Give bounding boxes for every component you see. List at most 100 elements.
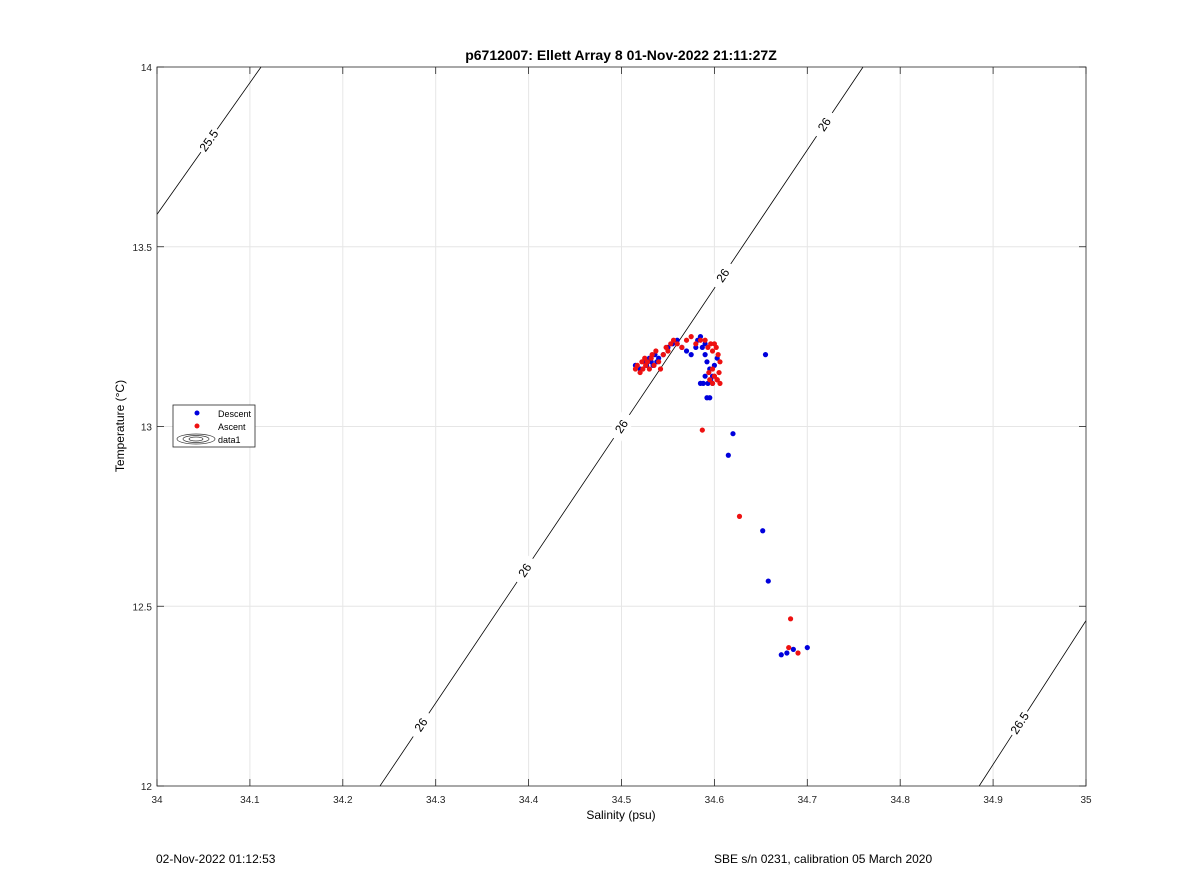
descent-point <box>693 344 699 351</box>
y-tick-label: 13 <box>141 423 153 434</box>
legend-descent-marker <box>194 410 200 416</box>
ascent-point <box>639 359 645 365</box>
ascent-point <box>713 344 719 351</box>
ascent-point <box>699 427 705 433</box>
ascent-point <box>674 341 680 347</box>
descent-point <box>702 352 708 358</box>
ascent-point <box>653 348 659 354</box>
x-tick-label: 34.3 <box>426 795 446 806</box>
ascent-point <box>787 616 794 622</box>
ascent-point <box>640 366 646 372</box>
x-tick-label: 35 <box>1080 795 1092 806</box>
contour-label-bg <box>510 554 540 587</box>
descent-point <box>674 337 680 343</box>
ascent-point <box>657 366 664 372</box>
descent-point <box>697 334 704 340</box>
axis-ticks: 34 34.1 34.2 34.3 34.4 34.5 34.6 34.7 34.8 34.9 35… <box>133 63 1092 806</box>
y-tick-label: 12 <box>141 782 153 793</box>
legend-descent-label: Descent <box>218 409 252 419</box>
descent-point <box>760 528 766 534</box>
ascent-point <box>708 341 714 347</box>
y-axis-label: Temperature (°C) <box>113 380 127 472</box>
descent-point <box>707 395 713 401</box>
ascent-point <box>637 369 643 376</box>
calibration-footer: SBE s/n 0231, calibration 05 March 2020 <box>714 852 933 866</box>
descent-point <box>725 452 731 458</box>
ascent-point <box>707 377 713 383</box>
legend-contour-icon <box>176 433 216 445</box>
legend-ascent-label: Ascent <box>218 422 246 432</box>
contour-label: 26.5 <box>1005 707 1035 740</box>
descent-point <box>790 646 796 652</box>
ascent-point <box>660 352 666 358</box>
ascent-point <box>702 337 708 343</box>
ascent-point <box>683 337 690 343</box>
ascent-point <box>736 513 743 519</box>
ascent-point <box>705 344 711 351</box>
x-tick-label: 34.5 <box>612 795 632 806</box>
ascent-point <box>634 362 640 368</box>
y-tick-label: 13.5 <box>133 243 153 254</box>
descent-point <box>804 644 810 651</box>
ascent-point <box>649 352 655 358</box>
descent-point <box>702 341 708 347</box>
ascent-point <box>715 352 721 358</box>
contour-label-bg <box>607 410 636 443</box>
y-tick-label: 12.5 <box>133 602 153 613</box>
ascent-point <box>651 362 657 368</box>
contour-label: 26 <box>510 554 540 587</box>
descent-point <box>765 578 771 584</box>
y-tick-label: 14 <box>141 63 153 74</box>
descent-point <box>688 352 694 358</box>
legend-ascent-marker <box>194 423 200 429</box>
x-tick-label: 34.7 <box>798 795 818 806</box>
ascent-point <box>688 334 694 340</box>
contour-label-bg <box>809 108 839 141</box>
data-points <box>632 334 810 658</box>
ascent-point <box>714 377 720 383</box>
ascent-point <box>668 341 674 347</box>
legend: Descent Ascent data1 <box>172 404 256 448</box>
descent-point <box>784 650 790 656</box>
ascent-point <box>670 337 677 343</box>
descent-point <box>730 431 736 437</box>
descent-point <box>704 359 710 365</box>
legend-data1-label: data1 <box>218 435 241 445</box>
ascent-point <box>709 348 716 354</box>
ascent-point <box>716 369 722 376</box>
contour-label: 25.5 <box>194 124 224 157</box>
ascent-point <box>665 348 671 354</box>
ascent-point <box>711 373 718 379</box>
ascent-point <box>717 380 723 386</box>
ascent-point <box>642 355 648 361</box>
timestamp-footer: 02-Nov-2022 01:12:53 <box>156 852 276 866</box>
ascent-point <box>706 369 712 376</box>
x-tick-label: 34 <box>151 795 163 806</box>
contour-label-bg <box>1005 707 1035 740</box>
descent-point <box>699 344 705 351</box>
ascent-point <box>693 341 699 347</box>
contour-label: 26 <box>809 108 839 141</box>
legend-box <box>172 404 256 448</box>
descent-point <box>778 652 784 658</box>
density-contours: 25.5 26 26 26 26 26 26.5 <box>156 66 1087 787</box>
descent-point <box>702 373 708 379</box>
x-tick-label: 34.2 <box>333 795 353 806</box>
contour-label: 26 <box>708 259 738 292</box>
descent-point <box>683 348 690 354</box>
ascent-point <box>709 380 716 386</box>
ascent-point <box>697 337 704 343</box>
x-axis-label: Salinity (psu) <box>586 808 655 822</box>
x-tick-label: 34.8 <box>890 795 910 806</box>
ascent-point <box>709 366 716 372</box>
ascent-point <box>679 344 685 351</box>
ascent-point <box>656 359 662 365</box>
contour-label-bg <box>194 124 224 157</box>
descent-point <box>700 380 706 386</box>
descent-point <box>656 355 662 361</box>
x-tick-label: 34.9 <box>983 795 1003 806</box>
x-tick-label: 34.6 <box>705 795 725 806</box>
contour-line <box>978 620 1087 787</box>
chart-title: p6712007: Ellett Array 8 01-Nov-2022 21:… <box>465 47 777 63</box>
